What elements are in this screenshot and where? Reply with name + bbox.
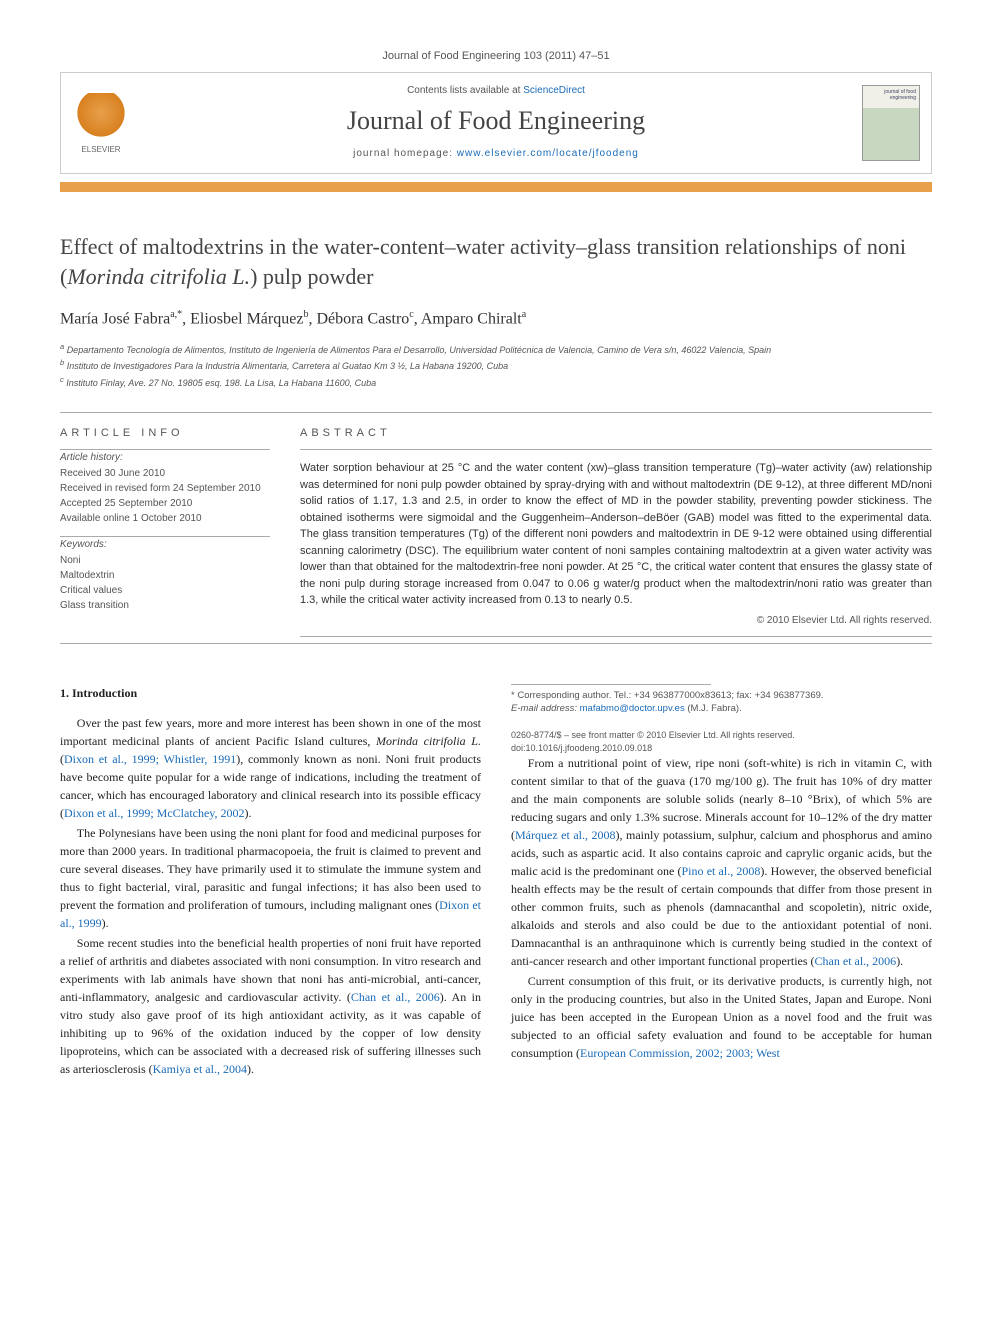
p1-cite2[interactable]: Dixon et al., 1999; McClatchey, 2002: [64, 806, 245, 820]
corr-email-link[interactable]: mafabmo@doctor.upv.es: [580, 703, 685, 714]
history-revised: Received in revised form 24 September 20…: [60, 481, 270, 496]
abstract-text: Water sorption behaviour at 25 °C and th…: [300, 460, 932, 609]
author-3-markers: c: [409, 309, 413, 320]
elsevier-logo: ELSEVIER: [71, 88, 131, 158]
article-info-column: ARTICLE INFO Article history: Received 3…: [60, 413, 270, 637]
title-species: Morinda citrifolia L.: [67, 264, 250, 289]
keywords-block: Keywords: Noni Maltodextrin Critical val…: [60, 537, 270, 623]
corresponding-author-note: * Corresponding author. Tel.: +34 963877…: [511, 689, 932, 716]
affiliations: a Departamento Tecnología de Alimentos, …: [60, 341, 932, 391]
author-1-markers: a,*: [170, 309, 182, 320]
journal-cover-thumbnail: journal of food engineering: [862, 85, 920, 161]
history-received: Received 30 June 2010: [60, 466, 270, 481]
authors-line: María José Fabraa,*, Eliosbel Márquezb, …: [60, 309, 932, 328]
abstract-divider-top: [300, 449, 932, 450]
p2-b: ).: [102, 916, 109, 930]
info-abstract-row: ARTICLE INFO Article history: Received 3…: [60, 413, 932, 637]
p3-cite2[interactable]: Kamiya et al., 2004: [153, 1062, 247, 1076]
section-1-title: 1. Introduction: [60, 684, 481, 702]
elsevier-text: ELSEVIER: [81, 145, 120, 154]
elsevier-tree-icon: [76, 93, 126, 143]
history-online: Available online 1 October 2010: [60, 511, 270, 526]
paragraph-4: From a nutritional point of view, ripe n…: [511, 754, 932, 970]
p4-cite3[interactable]: Chan et al., 2006: [815, 954, 897, 968]
p3-d: ).: [247, 1062, 254, 1076]
p2-a: The Polynesians have been using the noni…: [60, 826, 481, 912]
journal-reference: Journal of Food Engineering 103 (2011) 4…: [60, 50, 932, 62]
corr-email-suffix: (M.J. Fabra).: [687, 703, 741, 714]
p4-cite1[interactable]: Márquez et al., 2008: [515, 828, 615, 842]
aff-text-b: Instituto de Investigadores Para la Indu…: [67, 361, 508, 371]
homepage-link[interactable]: www.elsevier.com/locate/jfoodeng: [457, 148, 639, 159]
corr-line2: E-mail address: mafabmo@doctor.upv.es (M…: [511, 702, 932, 715]
journal-cover-title: journal of food engineering: [863, 86, 919, 104]
publisher-logo-cell: ELSEVIER: [61, 73, 141, 173]
author-3: Débora Castro: [316, 311, 409, 328]
bottom-footer: 0260-8774/$ – see front matter © 2010 El…: [511, 729, 932, 754]
p4-d: ).: [896, 954, 903, 968]
history-label: Article history:: [60, 450, 270, 465]
aff-marker-a: a: [60, 342, 64, 351]
abstract-divider-bottom: [300, 636, 932, 637]
paragraph-1: Over the past few years, more and more i…: [60, 714, 481, 822]
homepage-line: journal homepage: www.elsevier.com/locat…: [151, 148, 841, 159]
affiliation-b: b Instituto de Investigadores Para la In…: [60, 357, 932, 374]
aff-marker-c: c: [60, 375, 64, 384]
p1-species: Morinda citrifolia L.: [376, 734, 481, 748]
journal-header-box: ELSEVIER Contents lists available at Sci…: [60, 72, 932, 174]
author-1: María José Fabra: [60, 311, 170, 328]
article-title: Effect of maltodextrins in the water-con…: [60, 232, 932, 291]
p3-cite1[interactable]: Chan et al., 2006: [351, 990, 440, 1004]
corr-line1: * Corresponding author. Tel.: +34 963877…: [511, 689, 932, 702]
affiliation-c: c Instituto Finlay, Ave. 27 No. 19805 es…: [60, 374, 932, 391]
paragraph-2: The Polynesians have been using the noni…: [60, 824, 481, 932]
aff-text-a: Departamento Tecnología de Alimentos, In…: [67, 345, 771, 355]
aff-marker-b: b: [60, 358, 64, 367]
footnote-divider: [511, 684, 711, 685]
contents-available-line: Contents lists available at ScienceDirec…: [151, 85, 841, 96]
paragraph-5: Current consumption of this fruit, or it…: [511, 972, 932, 1062]
p4-c: ). However, the observed beneficial heal…: [511, 864, 932, 968]
contents-prefix: Contents lists available at: [407, 85, 523, 96]
aff-text-c: Instituto Finlay, Ave. 27 No. 19805 esq.…: [66, 378, 376, 388]
keywords-label: Keywords:: [60, 537, 270, 552]
body-text: 1. Introduction Over the past few years,…: [60, 684, 932, 1085]
paragraph-3a: Some recent studies into the beneficial …: [60, 934, 481, 1078]
author-2: Eliosbel Márquez: [190, 311, 303, 328]
keyword-3: Critical values: [60, 583, 270, 598]
footer-line1: 0260-8774/$ – see front matter © 2010 El…: [511, 729, 932, 742]
orange-divider-bar: [60, 182, 932, 192]
article-history-block: Article history: Received 30 June 2010 R…: [60, 450, 270, 536]
p1-d: ).: [245, 806, 252, 820]
mid-divider: [60, 643, 932, 644]
header-center: Contents lists available at ScienceDirec…: [141, 73, 851, 173]
abstract-column: ABSTRACT Water sorption behaviour at 25 …: [300, 413, 932, 637]
article-info-header: ARTICLE INFO: [60, 413, 270, 449]
p4-cite2[interactable]: Pino et al., 2008: [681, 864, 760, 878]
p5-cite1[interactable]: European Commission, 2002; 2003; West: [580, 1046, 780, 1060]
journal-name: Journal of Food Engineering: [151, 106, 841, 136]
author-4-markers: a: [522, 309, 526, 320]
p1-cite1[interactable]: Dixon et al., 1999; Whistler, 1991: [64, 752, 236, 766]
email-label: E-mail address:: [511, 703, 577, 714]
keyword-4: Glass transition: [60, 598, 270, 613]
abstract-copyright: © 2010 Elsevier Ltd. All rights reserved…: [300, 615, 932, 626]
abstract-header: ABSTRACT: [300, 413, 932, 449]
title-text-2: ) pulp powder: [250, 264, 373, 289]
journal-cover-cell: journal of food engineering: [851, 73, 931, 173]
left-col-footer: * Corresponding author. Tel.: +34 963877…: [511, 684, 932, 755]
footer-line2: doi:10.1016/j.jfoodeng.2010.09.018: [511, 742, 932, 755]
history-accepted: Accepted 25 September 2010: [60, 496, 270, 511]
affiliation-a: a Departamento Tecnología de Alimentos, …: [60, 341, 932, 358]
sciencedirect-link[interactable]: ScienceDirect: [523, 85, 585, 96]
author-4: Amparo Chiralt: [421, 311, 522, 328]
homepage-prefix: journal homepage:: [353, 148, 457, 159]
keyword-1: Noni: [60, 553, 270, 568]
author-2-markers: b: [303, 309, 308, 320]
keyword-2: Maltodextrin: [60, 568, 270, 583]
